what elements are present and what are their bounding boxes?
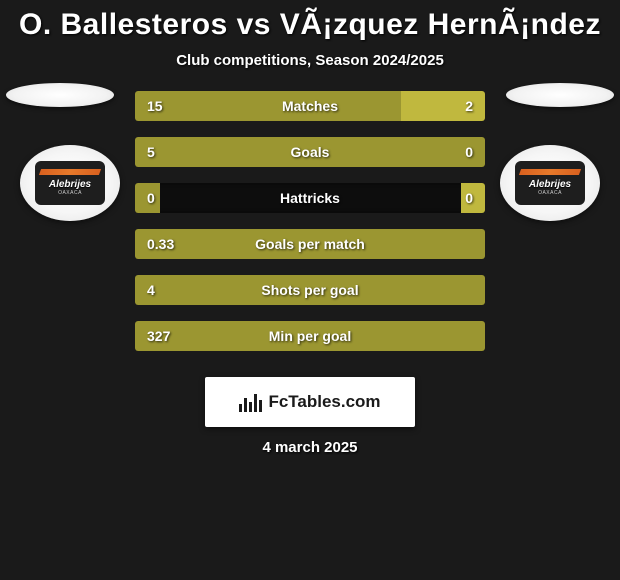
stat-value-right: 0 (465, 137, 473, 167)
stat-label: Goals per match (135, 229, 485, 259)
stat-row: Goals per match0.33 (135, 229, 485, 259)
stat-row: Matches15 2 (135, 91, 485, 121)
stat-label: Min per goal (135, 321, 485, 351)
comparison-area: Alebrijes OAXACA Alebrijes OAXACA Matche… (0, 91, 620, 371)
stat-value-left: 4 (147, 275, 155, 305)
stat-value-right: 0 (465, 183, 473, 213)
comparison-widget: O. Ballesteros vs VÃ¡zquez HernÃ¡ndez Cl… (0, 0, 620, 456)
stat-row: Hattricks0 0 (135, 183, 485, 213)
stat-label: Shots per goal (135, 275, 485, 305)
stat-value-left: 0 (147, 183, 155, 213)
stat-value-right: 2 (465, 91, 473, 121)
page-subtitle: Club competitions, Season 2024/2025 (0, 52, 620, 69)
stat-label: Goals (135, 137, 485, 167)
brand-logo[interactable]: FcTables.com (205, 377, 415, 427)
stat-value-left: 0.33 (147, 229, 174, 259)
stat-row: Goals5 0 (135, 137, 485, 167)
stat-row: Shots per goal4 (135, 275, 485, 305)
stat-value-left: 15 (147, 91, 163, 121)
brand-text: FcTables.com (268, 392, 380, 412)
footer-date: 4 march 2025 (0, 439, 620, 456)
stat-label: Matches (135, 91, 485, 121)
stat-label: Hattricks (135, 183, 485, 213)
stat-value-left: 5 (147, 137, 155, 167)
stat-row: Min per goal327 (135, 321, 485, 351)
page-title: O. Ballesteros vs VÃ¡zquez HernÃ¡ndez (0, 8, 620, 42)
stat-bars: Matches152Goals50Hattricks00Goals per ma… (135, 91, 485, 367)
stat-value-left: 327 (147, 321, 170, 351)
bars-icon (239, 392, 262, 412)
